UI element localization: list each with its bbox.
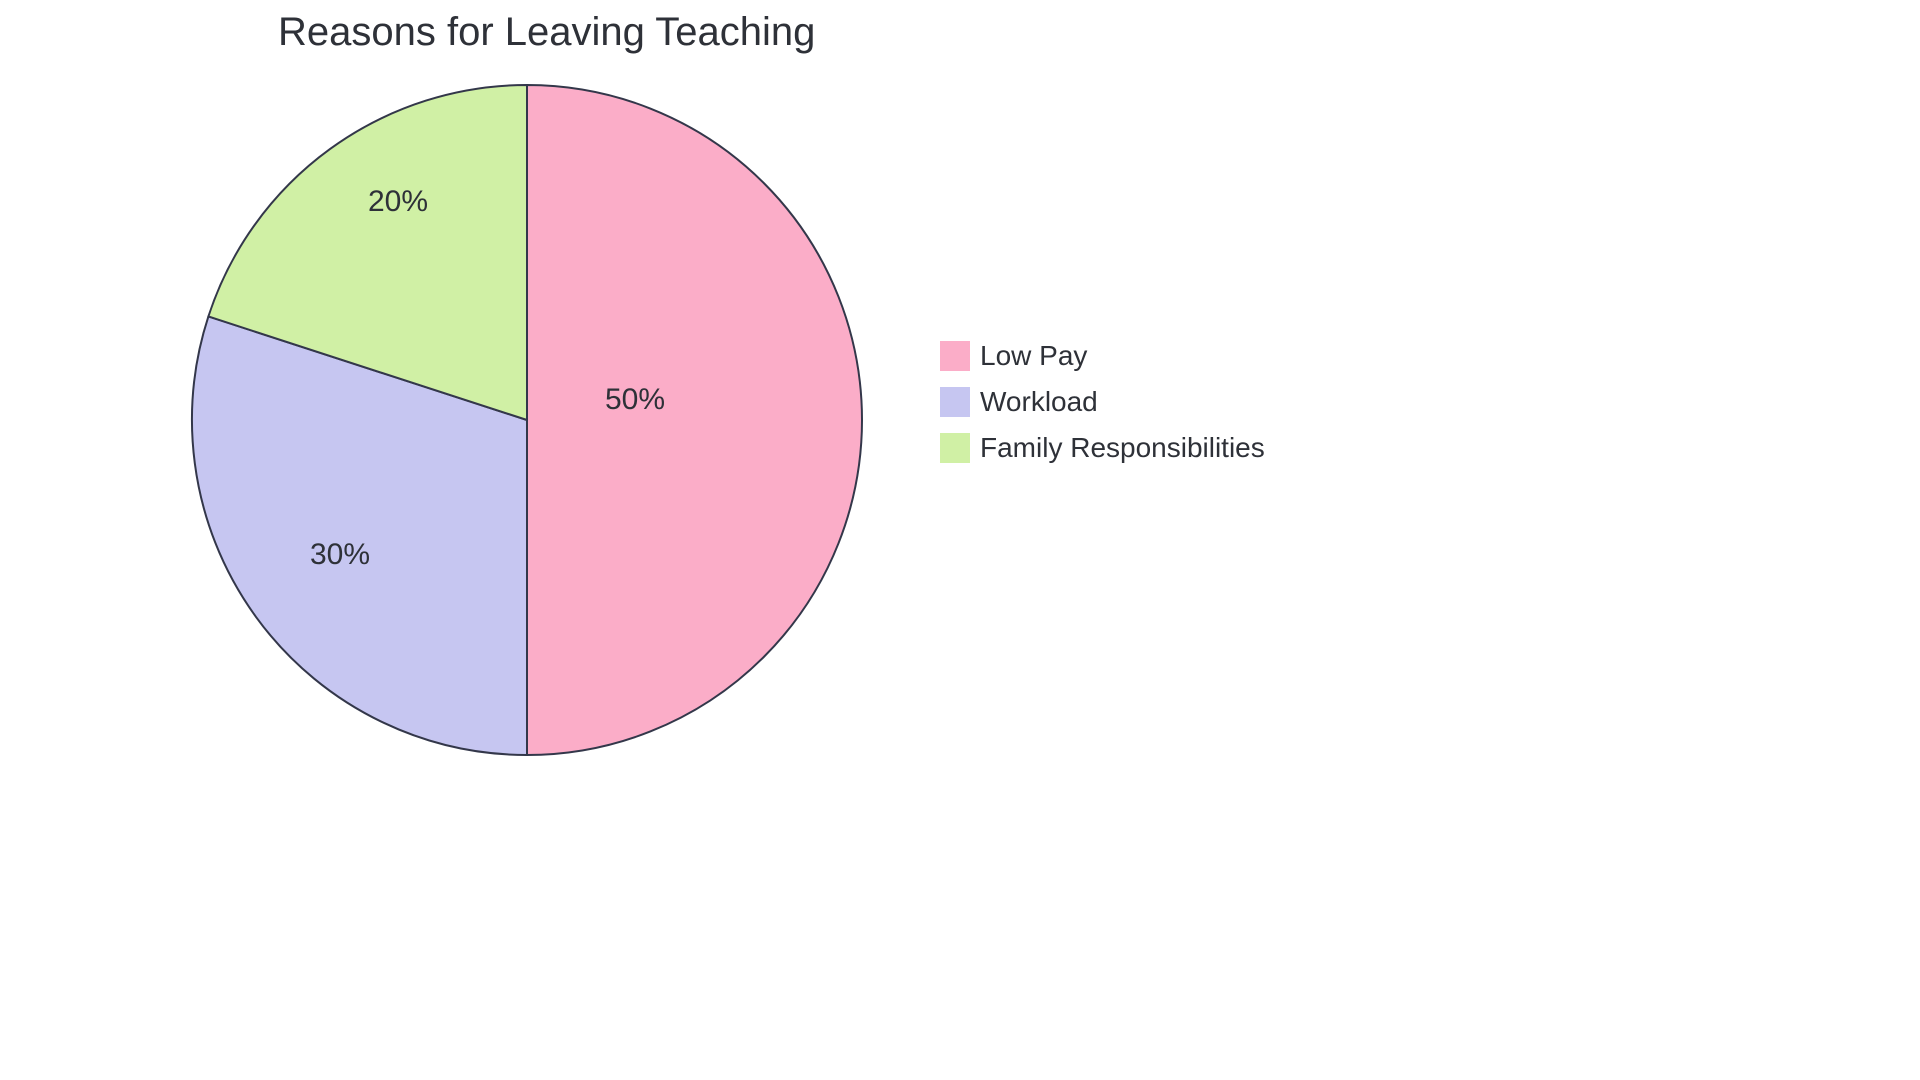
legend-swatch bbox=[940, 387, 970, 417]
pie-slice-label: 30% bbox=[310, 538, 370, 572]
pie-slice-label: 20% bbox=[368, 185, 428, 219]
legend-swatch bbox=[940, 341, 970, 371]
pie-svg bbox=[190, 83, 864, 757]
chart-title: Reasons for Leaving Teaching bbox=[278, 10, 815, 55]
legend-label: Workload bbox=[980, 386, 1098, 418]
chart-container: Reasons for Leaving Teaching Low Pay Work… bbox=[0, 0, 1920, 1080]
legend-item: Family Responsibilities bbox=[940, 432, 1265, 464]
legend-item: Low Pay bbox=[940, 340, 1265, 372]
pie-slice bbox=[527, 85, 862, 755]
legend-swatch bbox=[940, 433, 970, 463]
legend-label: Family Responsibilities bbox=[980, 432, 1265, 464]
pie-chart bbox=[190, 83, 864, 762]
legend-label: Low Pay bbox=[980, 340, 1087, 372]
legend-item: Workload bbox=[940, 386, 1265, 418]
pie-slice-label: 50% bbox=[605, 383, 665, 417]
legend: Low Pay Workload Family Responsibilities bbox=[940, 340, 1265, 464]
